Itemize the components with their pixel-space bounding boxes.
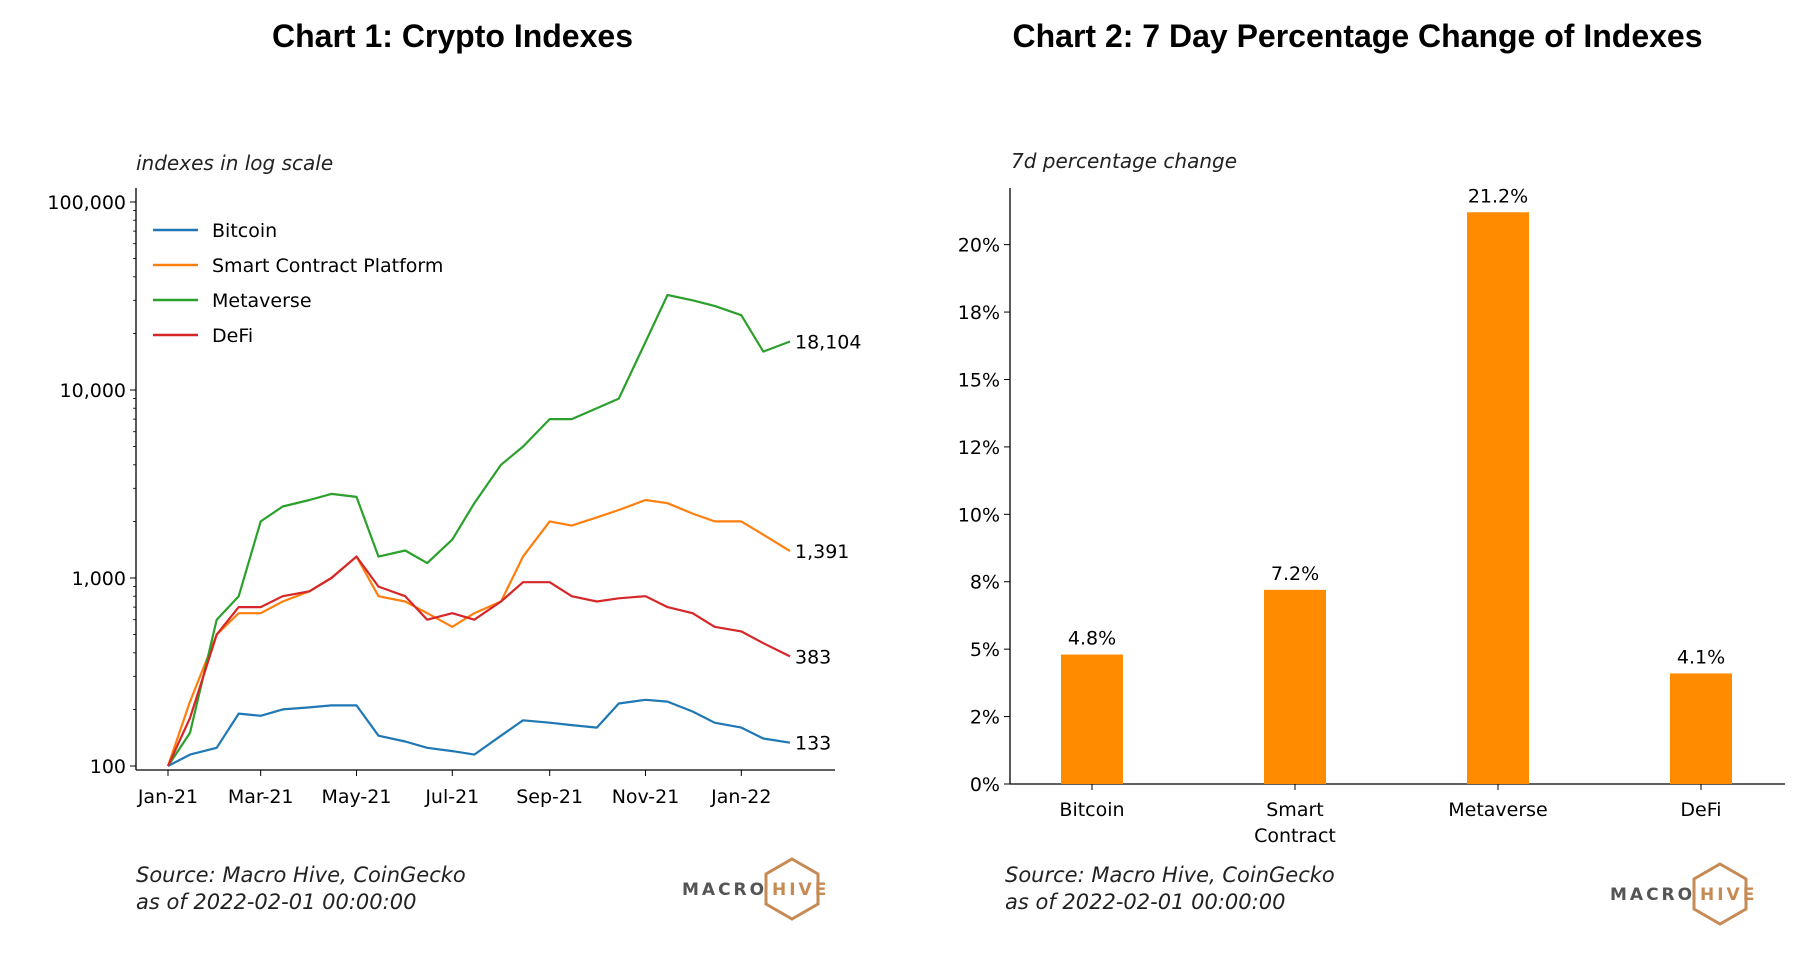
chart-1-end-label: 383	[795, 646, 831, 668]
chart-1-series-line	[167, 293, 791, 767]
chart-1-xtick-label: Jul-21	[424, 786, 479, 808]
chart-2-ytick-label: 0%	[970, 774, 1000, 796]
chart-1-panel: Chart 1: Crypto Indexes indexes in log s…	[47, 18, 861, 921]
chart-2-ytick-label: 18%	[958, 302, 1000, 324]
chart-2-data-label: 21.2%	[1468, 185, 1528, 207]
chart-2-xtick-label: Bitcoin	[1059, 799, 1124, 821]
chart-2-bar	[1670, 673, 1732, 784]
chart-2-xtick-label: Smart	[1266, 799, 1323, 821]
chart-1-end-label: 1,391	[795, 541, 849, 563]
chart-2-ytick-label: 10%	[958, 504, 1000, 526]
chart-1-subtitle: indexes in log scale	[136, 151, 333, 175]
chart-1-xtick-label: Nov-21	[612, 786, 680, 808]
logo-text-macro-2: MACRO	[1610, 885, 1695, 905]
chart-1-legend-label: Smart Contract Platform	[212, 255, 443, 277]
chart-2-source-line1: Source: Macro Hive, CoinGecko	[1005, 863, 1335, 887]
logo-text-macro: MACRO	[682, 880, 767, 900]
chart-1-xtick-label: Jan-22	[710, 786, 771, 808]
logo-hexagon-icon-2	[1692, 862, 1748, 926]
chart-2-panel: Chart 2: 7 Day Percentage Change of Inde…	[905, 0, 1810, 954]
chart-2-title: Chart 2: 7 Day Percentage Change of Inde…	[1012, 18, 1703, 54]
chart-1-legend-label: Bitcoin	[212, 220, 277, 242]
chart-1-ytick-label: 10,000	[60, 380, 126, 402]
chart-2-source-line2: as of 2022-02-01 00:00:00	[1005, 890, 1286, 914]
chart-2-source: Source: Macro Hive, CoinGecko as of 2022…	[1005, 862, 1335, 916]
chart-1-series-line	[167, 555, 791, 767]
chart-2-ytick-label: 12%	[958, 437, 1000, 459]
chart-1-legend-label: Metaverse	[212, 290, 312, 312]
chart-2-ytick-label: 2%	[970, 707, 1000, 729]
chart-1-series-line	[166, 498, 791, 767]
chart-1-source: Source: Macro Hive, CoinGecko as of 2022…	[136, 862, 466, 916]
chart-2-subtitle: 7d percentage change	[1011, 149, 1237, 173]
chart-1-end-label: 133	[795, 733, 831, 755]
logo-text-hive-2: HIVE	[1700, 885, 1757, 905]
chart-2-xtick-label: Metaverse	[1448, 799, 1548, 821]
chart-2-data-label: 4.1%	[1677, 646, 1725, 668]
chart-1-ytick-label: 100,000	[47, 192, 126, 214]
chart-2-xtick-label: DeFi	[1680, 799, 1721, 821]
chart-2-data-label: 4.8%	[1068, 628, 1116, 650]
chart-1-plot: indexes in log scale 100 1,000 10,000 100,00…	[47, 151, 861, 808]
chart-2-ytick-label: 15%	[958, 369, 1000, 391]
macrohive-logo: MACRO HIVE	[682, 857, 829, 921]
chart-1-xtick-label: Jan-21	[137, 786, 198, 808]
chart-2-bar	[1264, 589, 1326, 784]
chart-2-data-label: 7.2%	[1271, 563, 1319, 585]
chart-1-xtick-label: May-21	[321, 786, 391, 808]
chart-1-title: Chart 1: Crypto Indexes	[272, 18, 633, 54]
chart-1-ytick-label: 1,000	[72, 568, 126, 590]
logo-text-hive: HIVE	[772, 880, 829, 900]
chart-2-ytick-label: 20%	[958, 235, 1000, 257]
chart-2-ytick-label: 5%	[970, 639, 1000, 661]
chart-2-bar	[1467, 212, 1529, 785]
logo-hexagon-icon	[764, 857, 820, 921]
chart-1-source-line1: Source: Macro Hive, CoinGecko	[136, 863, 466, 887]
chart-2-bar	[1061, 654, 1123, 784]
chart-1-ytick-label: 100	[90, 756, 126, 778]
chart-1-series-line	[167, 698, 791, 767]
chart-2-xtick-label: Contract	[1254, 825, 1336, 847]
chart-2-ytick-label: 8%	[970, 572, 1000, 594]
macrohive-logo-2: MACRO HIVE	[1610, 862, 1757, 926]
chart-1-source-line2: as of 2022-02-01 00:00:00	[136, 890, 417, 914]
chart-1-xtick-label: Mar-21	[228, 786, 294, 808]
chart-1-xtick-label: Sep-21	[516, 786, 583, 808]
chart-1-end-label: 18,104	[795, 332, 861, 354]
chart-1-legend-label: DeFi	[212, 325, 253, 347]
chart-2-plot: 7d percentage change 0% 2% 5% 8% 10% 12% 15% 18%…	[958, 149, 1785, 847]
